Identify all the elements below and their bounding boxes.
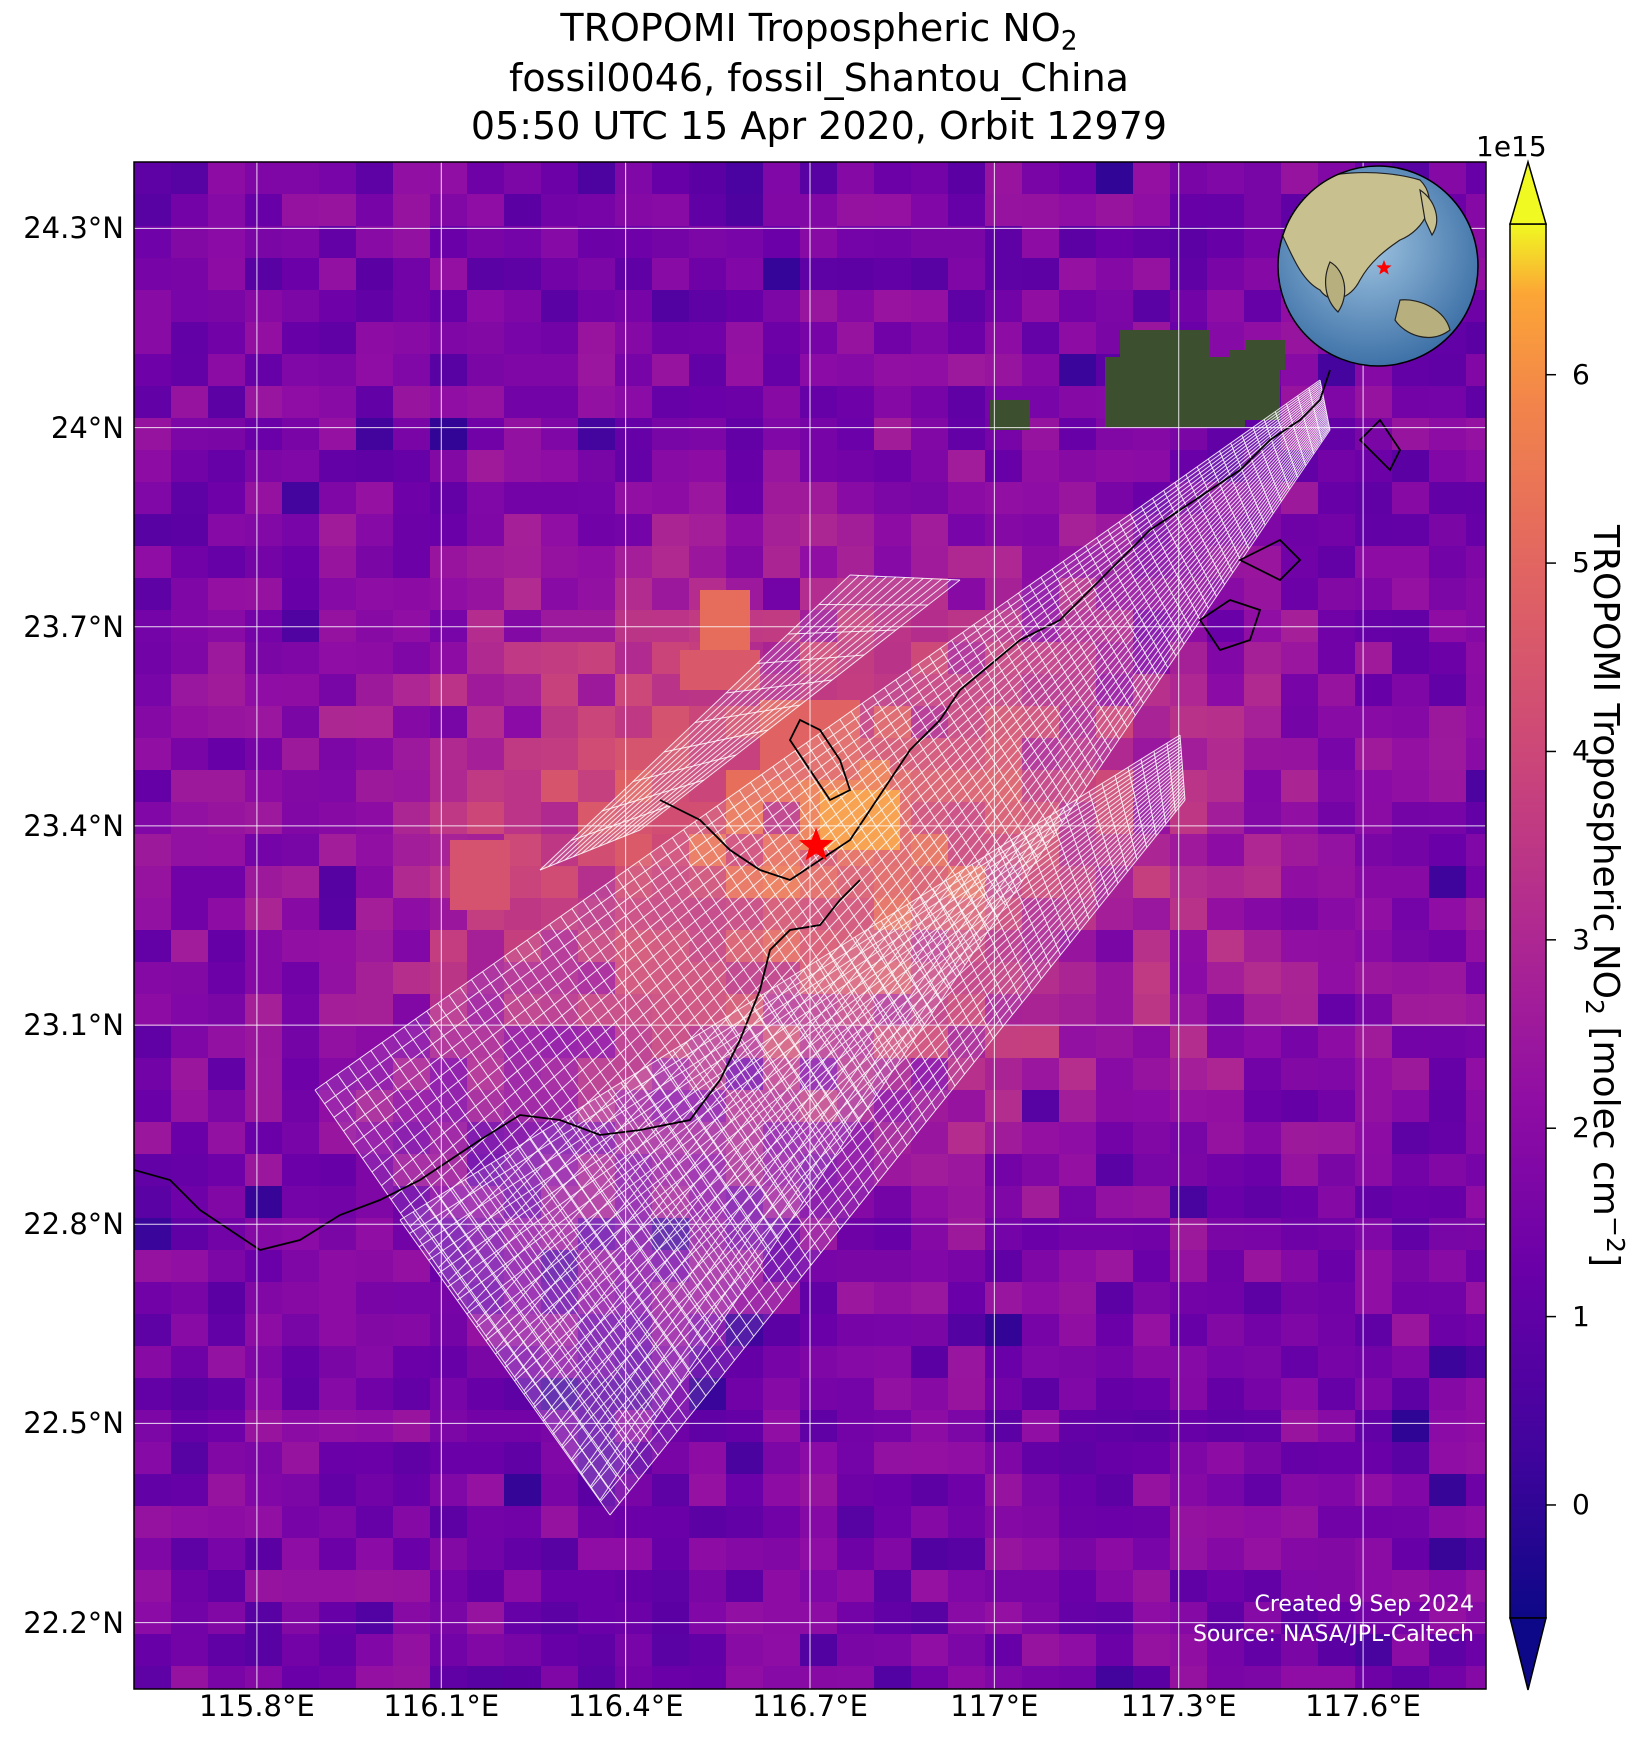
source-credit: Source: NASA/JPL-Caltech	[1192, 1622, 1474, 1647]
site-marker	[799, 827, 834, 861]
lat-label: 22.5°N	[23, 1406, 124, 1441]
colorbar-exponent: 1e15	[1476, 130, 1547, 163]
map-title-line3: 05:50 UTC 15 Apr 2020, Orbit 12979	[470, 104, 1168, 148]
map-frame	[133, 161, 1487, 1690]
graticule	[134, 162, 1486, 1689]
lat-label: 23.4°N	[23, 808, 124, 843]
colorbar-tick-label: 4	[1572, 734, 1590, 768]
locator-globe	[1277, 165, 1479, 367]
lat-label: 23.1°N	[23, 1008, 124, 1043]
tropomi-pixel-outlines	[314, 379, 1331, 1516]
no2-cells	[134, 162, 1486, 1689]
lat-label: 24.3°N	[23, 211, 124, 246]
colorbar-label: TROPOMI Tropospheric NO2 [molec cm−2]	[1579, 525, 1630, 1268]
lat-label: 24°N	[50, 410, 124, 445]
lat-label: 22.2°N	[23, 1605, 124, 1640]
colorbar-tick-label: 1	[1572, 1299, 1590, 1333]
site-marker-globe	[1376, 260, 1392, 275]
map-title-line1: TROPOMI Tropospheric NO2	[560, 6, 1078, 57]
colorbar	[1509, 159, 1547, 1691]
lat-label: 22.8°N	[23, 1207, 124, 1242]
lon-label: 117.3°E	[1120, 1689, 1237, 1723]
lon-label: 117.6°E	[1305, 1689, 1422, 1723]
lon-label: 115.8°E	[198, 1689, 315, 1723]
coastline	[134, 369, 1402, 1251]
lat-label: 23.7°N	[23, 609, 124, 644]
lon-label: 116.1°E	[383, 1689, 500, 1723]
map-title-line2: fossil0046, fossil_Shantou_China	[509, 56, 1129, 100]
colorbar-tick-label: 6	[1572, 357, 1590, 391]
lon-label: 117°E	[950, 1689, 1039, 1723]
lon-label: 116.7°E	[752, 1689, 868, 1723]
colorbar-tick-label: 0	[1572, 1487, 1590, 1521]
colorbar-tick-label: 2	[1572, 1111, 1590, 1145]
created-credit: Created 9 Sep 2024	[1254, 1592, 1475, 1617]
colorbar-tick-label: 5	[1572, 546, 1590, 580]
colorbar-tick-label: 3	[1572, 922, 1590, 956]
lon-label: 116.4°E	[567, 1689, 684, 1723]
satellite-imagery-patch	[990, 330, 1285, 430]
